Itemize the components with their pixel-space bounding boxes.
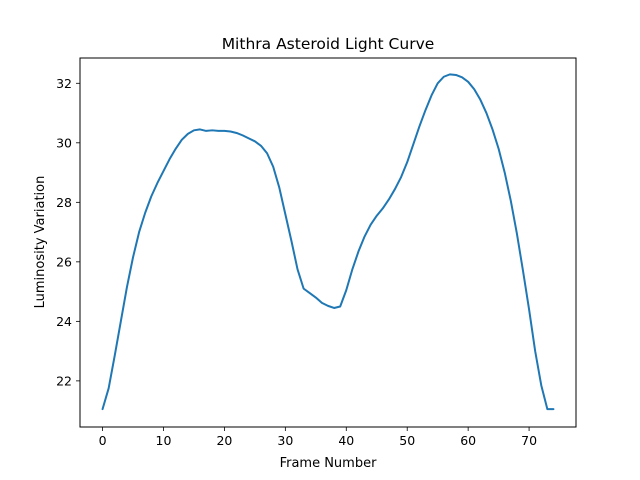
y-tick-label: 26 [56, 254, 72, 269]
y-tick-label: 30 [56, 135, 72, 150]
y-tick-label: 22 [56, 373, 72, 388]
luminosity-series-line [101, 73, 555, 411]
series-layer [101, 73, 555, 411]
x-tick-label: 40 [338, 433, 354, 448]
x-tick-label: 20 [216, 433, 232, 448]
chart-title: Mithra Asteroid Light Curve [222, 35, 435, 53]
x-tick-label: 30 [277, 433, 293, 448]
y-axis-label: Luminosity Variation [33, 176, 48, 309]
y-tick-label: 24 [56, 314, 72, 329]
x-tick-label: 50 [399, 433, 415, 448]
x-tick-label: 60 [460, 433, 476, 448]
plot-frame [79, 57, 577, 428]
y-tick-label: 28 [56, 195, 72, 210]
y-tick-label: 32 [56, 76, 72, 91]
x-tick-label: 0 [99, 433, 107, 448]
x-tick-label: 70 [521, 433, 537, 448]
ticks-layer: 0 10 20 30 40 50 60 70 22 24 26 28 30 32 [56, 76, 537, 448]
x-tick-label: 10 [156, 433, 172, 448]
x-axis-label: Frame Number [280, 456, 378, 471]
